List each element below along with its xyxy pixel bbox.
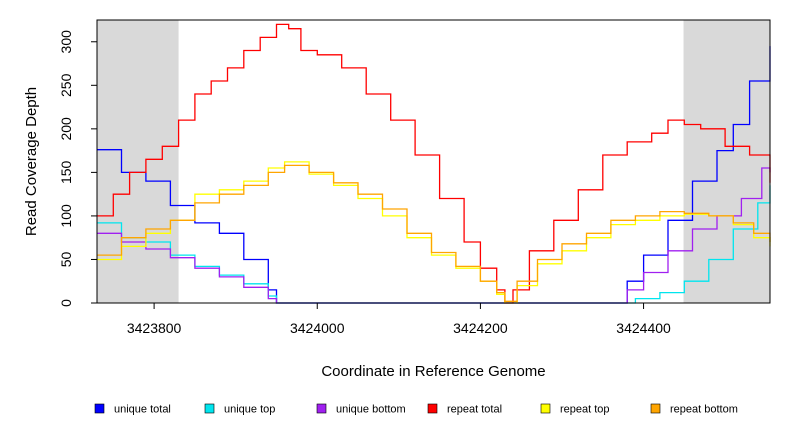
legend-label: unique top bbox=[224, 404, 275, 416]
legend-label: unique total bbox=[114, 404, 171, 416]
y-tick-label: 250 bbox=[58, 73, 74, 97]
series-line-repeat-top bbox=[97, 161, 771, 304]
legend-item-repeat-bottom: repeat bottom bbox=[650, 403, 738, 416]
legend: unique total unique top unique bottom repea… bbox=[94, 403, 738, 416]
y-tick-label: 150 bbox=[58, 160, 74, 184]
legend-item-unique-bottom: unique bottom bbox=[316, 403, 406, 416]
x-axis-title: Coordinate in Reference Genome bbox=[321, 363, 545, 380]
legend-item-unique-total: unique total bbox=[94, 403, 171, 416]
legend-swatch bbox=[540, 403, 551, 414]
series-line-unique-total bbox=[97, 46, 771, 304]
series-line-repeat-bottom bbox=[97, 164, 771, 302]
x-tick-label: 3424200 bbox=[453, 320, 508, 336]
x-tick-label: 3424400 bbox=[616, 320, 671, 336]
legend-swatch bbox=[316, 403, 327, 414]
shaded-regions bbox=[97, 20, 770, 303]
shaded-region-2 bbox=[683, 20, 770, 303]
legend-item-repeat-total: repeat total bbox=[427, 403, 502, 416]
plot-frame bbox=[96, 19, 771, 304]
series-lines bbox=[97, 23, 771, 304]
y-tick-label: 300 bbox=[58, 30, 74, 54]
y-tick-label: 100 bbox=[58, 204, 74, 228]
series-line-unique-bottom bbox=[97, 167, 771, 304]
y-axis: 0 50 100 150 200 250 300 bbox=[58, 30, 98, 307]
x-tick-label: 3424000 bbox=[290, 320, 345, 336]
legend-label: repeat total bbox=[447, 404, 502, 416]
legend-label: repeat bottom bbox=[670, 404, 738, 416]
legend-item-repeat-top: repeat top bbox=[540, 403, 610, 416]
series-line-repeat-total bbox=[97, 23, 771, 304]
y-tick-label: 200 bbox=[58, 117, 74, 141]
legend-item-unique-top: unique top bbox=[204, 403, 275, 416]
legend-label: repeat top bbox=[560, 404, 610, 416]
legend-swatch bbox=[650, 403, 661, 414]
legend-label: unique bottom bbox=[336, 404, 406, 416]
y-tick-label: 0 bbox=[58, 299, 74, 307]
legend-swatch bbox=[94, 403, 105, 414]
shaded-region-1 bbox=[97, 20, 179, 303]
y-tick-label: 50 bbox=[58, 251, 74, 267]
legend-swatch bbox=[204, 403, 215, 414]
legend-swatch bbox=[427, 403, 438, 414]
x-axis: 3423800 3424000 3424200 3424400 bbox=[127, 302, 671, 336]
y-axis-title: Read Coverage Depth bbox=[23, 87, 40, 236]
x-tick-label: 3423800 bbox=[127, 320, 182, 336]
